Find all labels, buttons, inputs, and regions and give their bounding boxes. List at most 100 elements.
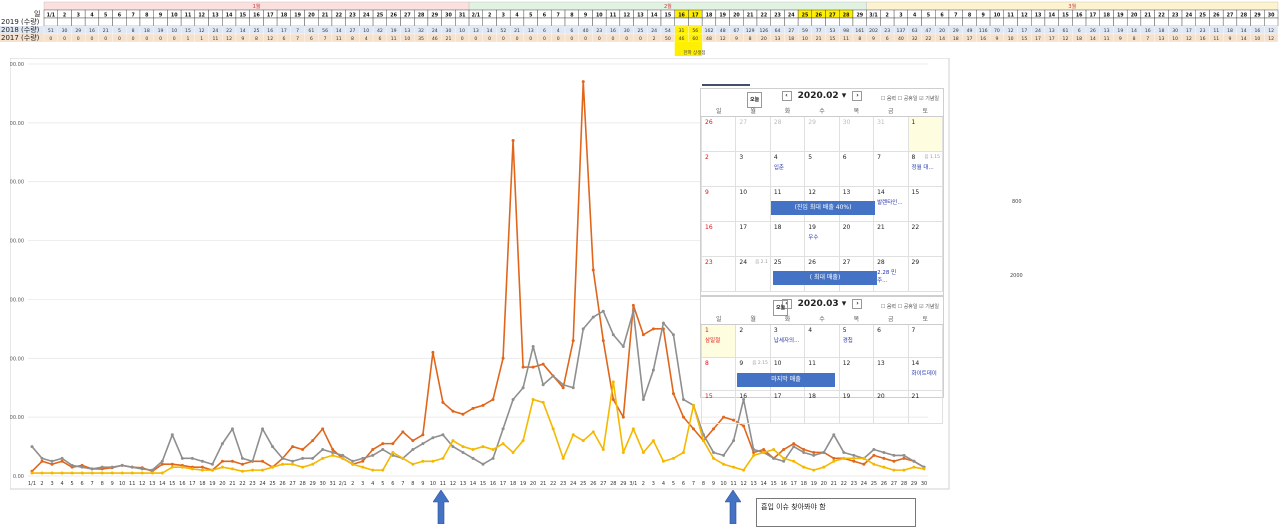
row-2018-value: 18 <box>1159 28 1165 34</box>
calendar-day[interactable]: 10 <box>735 186 771 222</box>
calendar-day[interactable]: 24 음 2.1 <box>735 256 771 292</box>
calendar-day[interactable]: 6 <box>838 151 875 187</box>
calendar-day[interactable]: 19 <box>838 390 875 424</box>
next-month-icon[interactable]: › <box>852 90 863 101</box>
calendar-day[interactable]: 17 <box>769 390 806 424</box>
calendar-day[interactable]: 26 <box>700 116 737 152</box>
calendar-day[interactable]: 14 발렌타인... <box>873 186 909 222</box>
row-2017-value: 20 <box>761 36 767 42</box>
data-point <box>120 463 124 467</box>
day-tick: 19 <box>294 13 301 19</box>
row-2018-value: 30 <box>62 28 68 34</box>
x-tick-label: 4 <box>662 481 665 487</box>
calendar-event[interactable]: 발렌타인... <box>877 200 903 206</box>
event-band[interactable]: (진입 최대 배출 40%) <box>771 201 875 215</box>
data-point <box>601 448 605 452</box>
row-2017-value: 18 <box>1076 36 1082 42</box>
calendar-day[interactable]: 29 <box>907 256 944 292</box>
calendar-day[interactable]: 15 <box>700 390 737 424</box>
x-tick-label: 13 <box>149 481 155 487</box>
calendar-options[interactable]: ☐ 음력 ☐ 공휴일 ☑ 기념일 <box>880 96 939 102</box>
x-tick-label: 2/1 <box>339 481 347 487</box>
calendar-day[interactable]: 7 <box>907 324 944 358</box>
calendar-event[interactable]: 우수 <box>808 235 819 241</box>
calendar-day[interactable]: 20 <box>838 221 875 257</box>
calendar-day[interactable]: 31 <box>873 116 909 152</box>
calendar-day[interactable]: 4 <box>804 324 840 358</box>
calendar-day[interactable]: 6 <box>873 324 909 358</box>
calendar-day[interactable]: 2 <box>735 324 771 358</box>
x-tick-label: 17 <box>189 481 195 487</box>
note-box[interactable]: 흡입 이슈 찾아봐야 함 <box>756 498 916 527</box>
calendar-day[interactable]: 22 <box>907 221 944 257</box>
data-point <box>331 453 335 457</box>
row-2017-value: 17 <box>967 36 973 42</box>
calendar-event[interactable]: 납세자의... <box>773 338 800 344</box>
calendar-day[interactable]: 12 <box>838 357 875 391</box>
day-tick: 22 <box>335 13 342 19</box>
calendar-day[interactable]: 14 화이트데이 <box>907 357 944 391</box>
calendar-day[interactable]: 28 <box>769 116 806 152</box>
calendar-day[interactable]: 23 <box>700 256 737 292</box>
data-point <box>601 339 605 343</box>
calendar-day[interactable]: 3 납세자의... <box>769 324 806 358</box>
calendar-day[interactable]: 1 삼일절 <box>700 324 737 358</box>
calendar-day[interactable]: 2 <box>700 151 737 187</box>
calendar-day[interactable]: 28 2.28 민주... <box>873 256 909 292</box>
calendar-day[interactable]: 16 <box>700 221 737 257</box>
calendar-day[interactable]: 21 <box>907 390 944 424</box>
calendar-day[interactable]: 30 <box>838 116 875 152</box>
calendar-day[interactable]: 7 <box>873 151 909 187</box>
row-2017-value: 0 <box>529 36 532 42</box>
calendar-event[interactable]: 경칩 <box>842 338 853 344</box>
calendar-event[interactable]: 삼일절 <box>705 338 721 344</box>
calendar-day[interactable]: 8 정월 대... 음 1.15 <box>907 151 944 187</box>
calendar-options[interactable]: ☐ 음력 ☐ 공휴일 ☑ 기념일 <box>880 304 939 310</box>
calendar-day[interactable]: 13 <box>873 357 909 391</box>
next-month-icon[interactable]: › <box>852 298 863 309</box>
calendar-day[interactable]: 18 <box>769 221 806 257</box>
calendar-day[interactable]: 17 <box>735 221 771 257</box>
row-2018-value: 61 <box>308 28 314 34</box>
day-tick: 26 <box>390 13 397 19</box>
data-point <box>812 468 816 472</box>
row-2018-value: 17 <box>281 28 287 34</box>
calendar-event[interactable]: 2.28 민주... <box>877 270 897 284</box>
prev-month-icon[interactable]: ‹ <box>781 90 792 101</box>
event-band[interactable]: ( 최대 매출) <box>773 271 877 285</box>
x-tick-label: 19 <box>520 481 526 487</box>
calendar-day[interactable]: 15 <box>907 186 944 222</box>
calendar-day[interactable]: 29 <box>804 116 840 152</box>
x-tick-label: 29 <box>620 481 626 487</box>
row-2018-value: 27 <box>350 28 356 34</box>
calendar-day[interactable]: 1 <box>907 116 944 152</box>
calendar-event[interactable]: 입춘 <box>773 165 784 171</box>
calendar-day[interactable]: 5 <box>804 151 840 187</box>
calendar-day[interactable]: 20 <box>873 390 909 424</box>
weekday-label: 목 <box>839 104 874 117</box>
calendar-day[interactable]: 27 <box>735 116 771 152</box>
calendar-day[interactable]: 9 <box>700 186 737 222</box>
calendar-day[interactable]: 8 <box>700 357 737 391</box>
event-band[interactable]: 마지막 매출 <box>737 373 835 387</box>
calendar-day[interactable]: 21 <box>873 221 909 257</box>
x-tick-label: 6 <box>81 481 84 487</box>
calendar-event[interactable]: 정월 대... <box>911 165 934 171</box>
calendar-day[interactable]: 5 경칩 <box>838 324 875 358</box>
calendar-event[interactable]: 화이트데이 <box>911 371 937 377</box>
prev-month-icon[interactable]: ‹ <box>781 298 792 309</box>
calendar-day[interactable]: 16 <box>735 390 771 424</box>
calendar-day[interactable]: 4 입춘 <box>769 151 806 187</box>
day-tick: 21 <box>322 13 329 19</box>
row-2017-value: 0 <box>132 36 135 42</box>
day-tick: 30 <box>1268 13 1275 19</box>
calendar-day[interactable]: 3 <box>735 151 771 187</box>
day-tick: 15 <box>1062 13 1069 19</box>
calendar-day[interactable]: 18 <box>804 390 840 424</box>
day-tick: 4 <box>90 13 94 19</box>
day-tick: 19 <box>719 13 726 19</box>
row-2017-value: 11 <box>391 36 397 42</box>
weekday-label: 수 <box>804 104 840 117</box>
data-point <box>912 465 916 469</box>
calendar-day[interactable]: 19 우수 <box>804 221 840 257</box>
